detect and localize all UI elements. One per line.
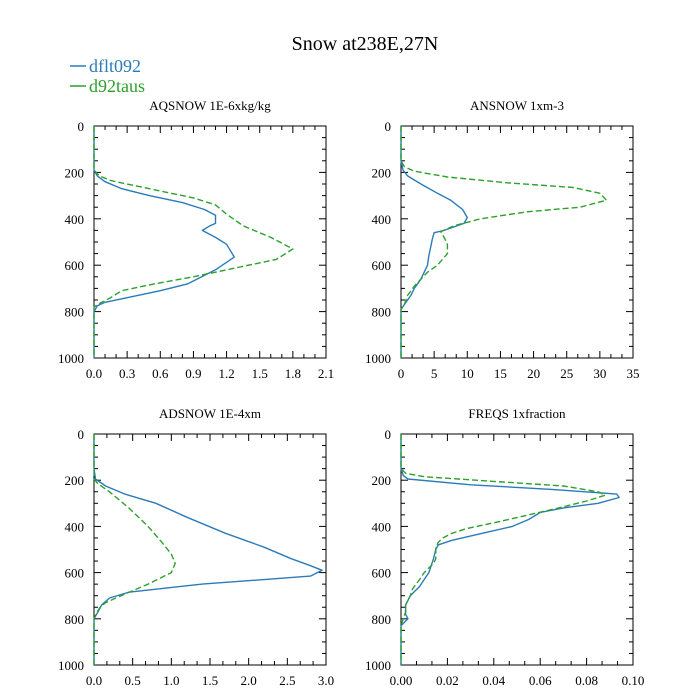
x-tick-label: 1.5	[252, 366, 268, 381]
series-line-d92taus	[93, 126, 294, 358]
x-tick-label: 2.5	[279, 673, 295, 688]
legend-label: dflt092	[89, 56, 141, 76]
panel-freqs: FREQS 1xfraction 0.00 0.02 0.04 0.06 0.08 0.10…	[365, 406, 644, 688]
x-tick-label: 10	[461, 366, 474, 381]
y-tick-label: 600	[372, 258, 392, 273]
panel-ansnow: ANSNOW 1xm-3 0 5 10 15 20 25 30 35 0 200 400 600 800 1…	[365, 98, 640, 381]
series-line-d92taus	[93, 434, 176, 665]
y-tick-label: 1000	[58, 658, 84, 673]
x-tick-label: 2.0	[241, 673, 257, 688]
panels: AQSNOW 1E-6xkg/kg 0.0 0.3 0.6 0.9 1.2 1.5 1.8 2.…	[58, 98, 644, 688]
y-tick-label: 800	[372, 305, 392, 320]
x-tick-label: 35	[627, 366, 640, 381]
y-tick-label: 0	[78, 427, 85, 442]
series-line-d92taus	[400, 434, 606, 665]
y-tick-label: 1000	[365, 351, 391, 366]
panel-title: ANSNOW 1xm-3	[470, 98, 564, 113]
legend-label: d92taus	[89, 76, 145, 96]
legend-entry-dflt092: dflt092	[70, 56, 141, 76]
y-tick-label: 400	[65, 212, 85, 227]
x-tick-label: 0.06	[529, 673, 552, 688]
panel-aqsnow: AQSNOW 1E-6xkg/kg 0.0 0.3 0.6 0.9 1.2 1.5 1.8 2.…	[58, 98, 334, 381]
x-tick-label: 1.2	[218, 366, 234, 381]
y-tick-label: 400	[65, 519, 85, 534]
y-tick-label: 1000	[58, 351, 84, 366]
x-tick-label: 0	[398, 366, 405, 381]
series-line-d92taus	[400, 126, 608, 358]
x-tick-label: 5	[431, 366, 438, 381]
y-tick-label: 200	[65, 473, 85, 488]
figure-title: Snow at238E,27N	[292, 33, 439, 55]
x-tick-label: 0.08	[575, 673, 598, 688]
x-tick-label: 1.0	[163, 673, 179, 688]
x-tick-label: 0.02	[436, 673, 459, 688]
y-tick-label: 0	[385, 427, 392, 442]
series-line-dflt092	[93, 434, 323, 665]
x-tick-label: 2.1	[318, 366, 334, 381]
x-tick-label: 3.0	[318, 673, 334, 688]
y-tick-label: 400	[372, 212, 392, 227]
x-tick-label: 25	[560, 366, 573, 381]
y-tick-label: 0	[385, 119, 392, 134]
y-tick-label: 200	[65, 165, 85, 180]
x-tick-label: 0.3	[119, 366, 135, 381]
x-tick-label: 1.8	[285, 366, 301, 381]
y-tick-label: 200	[372, 165, 392, 180]
x-tick-label: 30	[593, 366, 606, 381]
x-tick-label: 0.04	[482, 673, 505, 688]
panel-title: ADSNOW 1E-4xm	[159, 406, 261, 421]
y-tick-label: 200	[372, 473, 392, 488]
x-tick-label: 1.5	[202, 673, 218, 688]
plot-frame	[93, 433, 327, 666]
y-tick-label: 800	[372, 612, 392, 627]
y-tick-label: 800	[65, 305, 85, 320]
x-tick-label: 0.10	[622, 673, 645, 688]
y-tick-label: 0	[78, 119, 85, 134]
series-line-dflt092	[400, 434, 620, 665]
series-line-dflt092	[400, 126, 468, 358]
y-tick-label: 600	[372, 566, 392, 581]
y-tick-label: 1000	[365, 658, 391, 673]
x-tick-label: 0.9	[185, 366, 201, 381]
y-tick-label: 600	[65, 258, 85, 273]
panel-title: FREQS 1xfraction	[468, 406, 566, 421]
x-tick-label: 0.0	[86, 673, 102, 688]
x-tick-label: 15	[494, 366, 507, 381]
series-line-dflt092	[93, 126, 235, 358]
plot-frame	[93, 125, 327, 359]
x-tick-label: 0.00	[390, 673, 413, 688]
x-tick-label: 20	[527, 366, 540, 381]
legend-entry-d92taus: d92taus	[70, 76, 145, 96]
panel-adsnow: ADSNOW 1E-4xm 0.0 0.5 1.0 1.5 2.0 2.5 3.0 0 200 40…	[58, 406, 334, 688]
y-tick-label: 800	[65, 612, 85, 627]
x-tick-label: 0.5	[125, 673, 141, 688]
x-tick-label: 0.0	[86, 366, 102, 381]
y-tick-label: 400	[372, 519, 392, 534]
panel-title: AQSNOW 1E-6xkg/kg	[149, 98, 271, 113]
y-tick-label: 600	[65, 566, 85, 581]
x-tick-label: 0.6	[152, 366, 169, 381]
plot-frame	[400, 125, 634, 359]
